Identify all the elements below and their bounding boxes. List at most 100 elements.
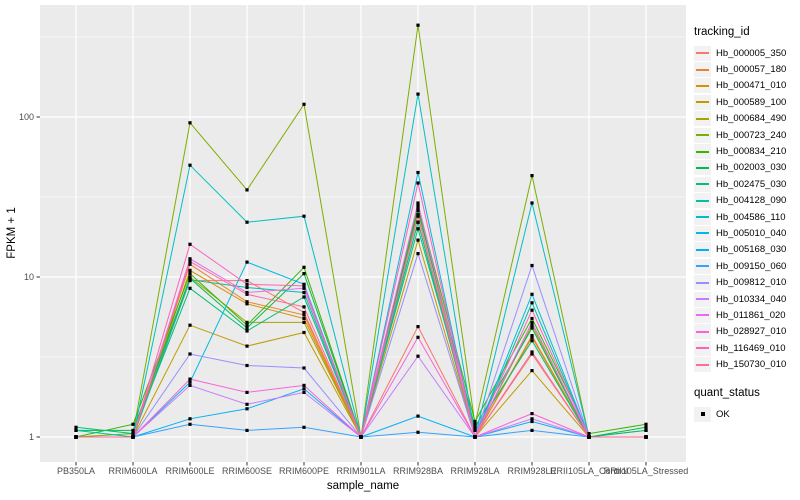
data-point <box>245 188 249 192</box>
data-point <box>188 323 192 327</box>
legend-entry: Hb_150730_010 <box>694 356 798 373</box>
data-point <box>74 435 78 439</box>
legend-entry: Hb_000005_350 <box>694 45 798 61</box>
data-point <box>644 435 648 439</box>
legend-key <box>694 340 711 356</box>
data-point <box>416 325 420 329</box>
legend-entry-label: Hb_150730_010 <box>716 359 787 371</box>
data-point <box>302 214 306 218</box>
series-color-line-icon <box>696 216 709 219</box>
data-point <box>473 425 477 429</box>
data-point <box>416 213 420 217</box>
data-point <box>188 121 192 125</box>
data-point <box>302 425 306 429</box>
legend-entry-label: OK <box>716 408 730 420</box>
legend-entry: Hb_116469_010 <box>694 340 798 356</box>
series-color-line-icon <box>696 150 709 153</box>
data-point <box>530 201 534 205</box>
series-color-line-icon <box>696 248 709 251</box>
x-tick-label: RRIM600SE <box>222 466 272 476</box>
data-point <box>416 92 420 96</box>
data-point <box>302 272 306 276</box>
x-tick-label: RRIM928LA <box>450 466 499 476</box>
data-point <box>188 262 192 266</box>
data-point <box>302 313 306 317</box>
legend-entry-label: Hb_011861_020 <box>716 309 786 321</box>
y-tick-label: 100 <box>19 112 34 122</box>
legend-entry: Hb_000589_100 <box>694 94 798 110</box>
legend-entry-label: Hb_009812_010 <box>716 277 787 289</box>
legend-key <box>694 209 711 225</box>
data-point <box>473 419 477 424</box>
data-points-layer <box>74 23 648 439</box>
data-point <box>530 334 534 338</box>
legend-entry: Hb_004586_110 <box>694 209 798 225</box>
series-color-line-icon <box>696 281 709 284</box>
legend-entry-label: Hb_000057_180 <box>716 64 787 76</box>
data-point <box>530 339 534 343</box>
data-point <box>302 390 306 394</box>
data-point <box>530 308 534 312</box>
data-point <box>302 290 306 295</box>
legend-entry: Hb_002475_030 <box>694 176 798 192</box>
legend-entry: Hb_011861_020 <box>694 307 798 323</box>
black-square-point-icon <box>700 412 705 416</box>
data-point <box>245 290 249 295</box>
data-point <box>644 422 648 426</box>
data-point <box>587 435 591 439</box>
data-point <box>188 417 192 421</box>
series-color-line-icon <box>696 265 709 268</box>
data-point <box>302 383 306 387</box>
data-point <box>131 435 135 439</box>
data-point <box>530 419 534 424</box>
data-point <box>245 344 249 348</box>
data-point <box>245 323 249 327</box>
legend-key <box>694 176 711 192</box>
legend-entries: Hb_000005_350 Hb_000057_180 Hb_000471_010 H… <box>694 45 798 373</box>
data-point <box>530 352 534 356</box>
legend-key <box>694 160 711 176</box>
data-point <box>530 174 534 178</box>
legend-key <box>694 111 711 127</box>
data-point <box>188 352 192 356</box>
data-point <box>359 435 363 439</box>
data-point <box>416 206 420 210</box>
series-color-line-icon <box>696 232 709 235</box>
legend-entry-ok: OK <box>694 406 798 422</box>
data-point <box>302 310 306 315</box>
data-point <box>245 407 249 411</box>
legend-entry: Hb_028927_010 <box>694 324 798 340</box>
legend-key <box>694 275 711 291</box>
series-color-line-icon <box>696 347 709 350</box>
data-point <box>188 257 192 261</box>
legend-entry-label: Hb_116469_010 <box>716 342 786 354</box>
data-point <box>416 170 420 175</box>
data-point <box>416 335 420 339</box>
data-point <box>245 292 249 296</box>
series-color-line-icon <box>696 314 709 317</box>
data-point <box>473 428 477 432</box>
data-point <box>416 181 420 185</box>
data-point <box>530 335 534 339</box>
legend-entry-label: Hb_004586_110 <box>716 211 786 223</box>
legend-key <box>694 78 711 94</box>
legend-entry: Hb_002003_030 <box>694 160 798 176</box>
data-point <box>245 326 249 330</box>
series-color-line-icon <box>696 68 709 71</box>
data-point <box>530 292 534 296</box>
data-point <box>302 366 306 370</box>
data-point <box>188 259 192 264</box>
data-point <box>416 414 420 418</box>
data-point <box>530 326 534 330</box>
series-color-line-icon <box>696 52 709 55</box>
x-tick-label: RRIM928LE <box>507 466 556 476</box>
legend-key <box>694 291 711 307</box>
x-tick-label: RRIM600PE <box>279 466 329 476</box>
data-point <box>188 383 192 387</box>
legend-entry: Hb_009150_060 <box>694 258 798 274</box>
legend-key <box>694 193 711 209</box>
series-color-line-icon <box>696 199 709 202</box>
data-point <box>530 428 534 432</box>
series-color-line-icon <box>696 330 709 333</box>
data-point <box>302 284 306 288</box>
